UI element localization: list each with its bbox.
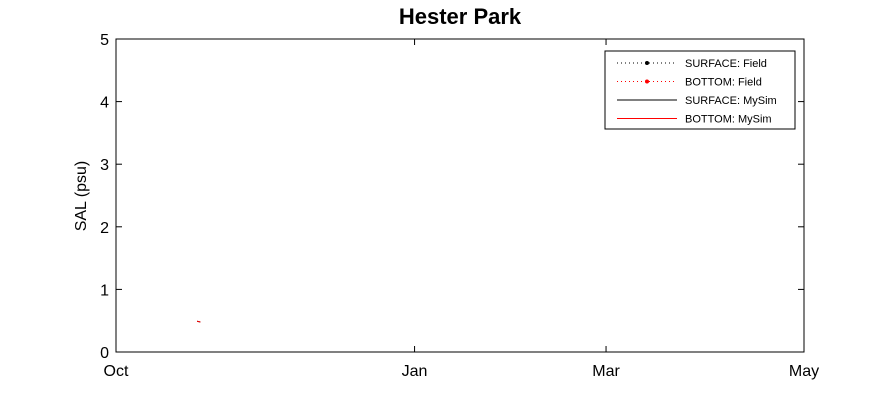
y-tick-label: 4 xyxy=(100,95,109,112)
chart-title: Hester Park xyxy=(399,4,522,29)
legend-box xyxy=(604,50,796,130)
legend-marker-1 xyxy=(645,79,649,84)
y-tick-label: 2 xyxy=(100,220,109,237)
legend-label-0: SURFACE: Field xyxy=(685,58,767,70)
x-tick-label: Jan xyxy=(402,363,428,380)
x-tick-label: Mar xyxy=(592,363,620,380)
series-layer xyxy=(196,320,201,323)
legend-label-2: SURFACE: MySim xyxy=(685,95,777,107)
legend-marker-0 xyxy=(645,61,649,65)
legend-label-3: BOTTOM: MySim xyxy=(685,114,772,126)
legend: SURFACE: Field BOTTOM: Field SURFACE: MySi… xyxy=(604,50,796,130)
x-tick-label: Oct xyxy=(104,363,129,380)
y-tick-label: 0 xyxy=(100,345,109,362)
x-tick-label: May xyxy=(789,363,819,380)
series-line-3 xyxy=(196,320,201,323)
y-tick-label: 5 xyxy=(100,32,109,49)
y-tick-label: 3 xyxy=(100,157,109,174)
y-axis-label: SAL (psu) xyxy=(73,161,90,232)
legend-label-1: BOTTOM: Field xyxy=(685,77,762,89)
x-axis: Oct Jan Mar May xyxy=(104,39,819,380)
y-axis: 0 1 2 3 4 5 xyxy=(100,32,804,362)
y-tick-label: 1 xyxy=(100,282,109,299)
